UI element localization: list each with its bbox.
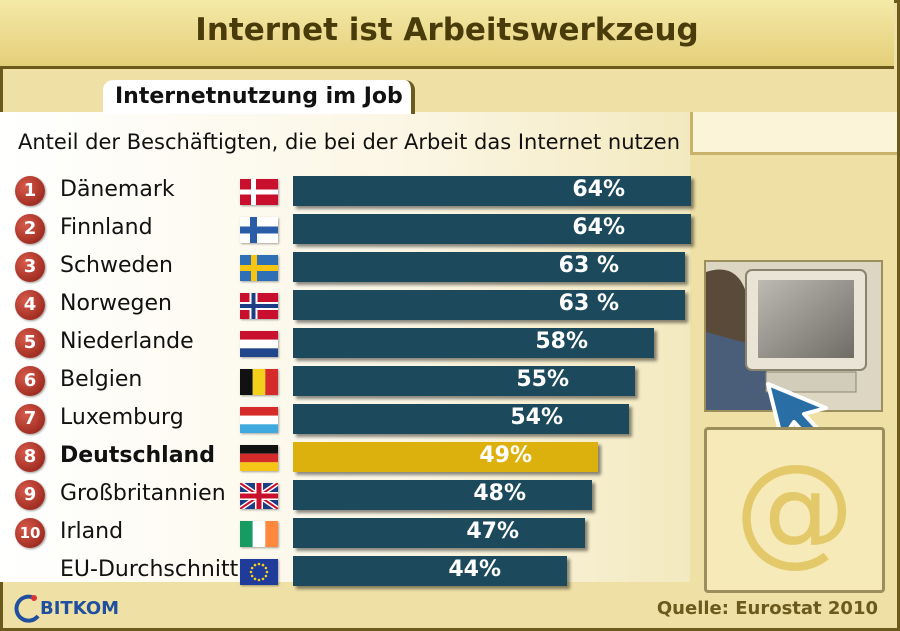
country-label: Niederlande — [60, 329, 194, 354]
luxembourg-flag-icon — [240, 407, 278, 433]
rank-badge: 6 — [15, 366, 45, 396]
bar: 49% — [293, 442, 598, 472]
bar-value-label: 49% — [479, 443, 532, 468]
section-tab-label: Internetnutzung im Job — [115, 84, 403, 109]
bar-value-label: 48% — [473, 481, 526, 506]
bar: 64% — [293, 176, 691, 206]
rank-badge: 10 — [15, 518, 45, 548]
bar-value-label: 64% — [572, 177, 625, 202]
bar-value-label: 54% — [510, 405, 563, 430]
germany-flag-icon — [240, 445, 278, 471]
bar: 48% — [293, 480, 592, 510]
denmark-flag-icon — [240, 179, 278, 205]
ireland-flag-icon — [240, 521, 278, 547]
eu-flag-icon — [240, 559, 278, 585]
bar-value-label: 63 % — [558, 291, 619, 316]
bitkom-logo-text: BITKOM — [40, 598, 120, 619]
country-label: EU-Durchschnitt — [60, 557, 239, 582]
bar: 63 % — [293, 252, 685, 282]
netherlands-flag-icon — [240, 331, 278, 357]
belgium-flag-icon — [240, 369, 278, 395]
country-label: Finnland — [60, 215, 153, 240]
bar: 47% — [293, 518, 585, 548]
rank-badge: 4 — [15, 290, 45, 320]
decorative-panel — [690, 112, 897, 155]
bar: 63 % — [293, 290, 685, 320]
country-label: Deutschland — [60, 443, 215, 468]
computer-user-icon — [706, 262, 881, 410]
country-label: Luxemburg — [60, 405, 184, 430]
computer-illustration — [704, 260, 883, 448]
rank-badge: 3 — [15, 252, 45, 282]
section-tab: Internetnutzung im Job Internetnutzung i… — [103, 80, 415, 114]
bar-value-label: 63 % — [558, 253, 619, 278]
page-title: Internet ist Arbeitswerkzeug — [195, 12, 699, 48]
bar-value-label: 47% — [466, 519, 519, 544]
sweden-flag-icon — [240, 255, 278, 281]
country-label: Irland — [60, 519, 124, 544]
finland-flag-icon — [240, 217, 278, 243]
source-note: Quelle: Eurostat 2010 — [656, 598, 878, 619]
bar: 64% — [293, 214, 691, 244]
bar: 44% — [293, 556, 567, 586]
at-sign-panel: @ — [704, 427, 885, 593]
bar: 54% — [293, 404, 629, 434]
bar: 58% — [293, 328, 654, 358]
country-label: Großbritannien — [60, 481, 226, 506]
chart-subtitle: Anteil der Beschäftigten, die bei der Ar… — [18, 130, 681, 154]
country-label: Dänemark — [60, 177, 175, 202]
bar: 55% — [293, 366, 635, 396]
bar-value-label: 55% — [516, 367, 569, 392]
country-label: Belgien — [60, 367, 143, 392]
bar-value-label: 64% — [572, 215, 625, 240]
bitkom-swoosh-icon — [14, 594, 40, 623]
uk-flag-icon — [240, 483, 278, 509]
rank-badge: 9 — [15, 480, 45, 510]
at-sign-icon: @ — [734, 440, 855, 579]
bar-value-label: 44% — [448, 557, 501, 582]
rank-badge: 5 — [15, 328, 45, 358]
rank-badge: 8 — [15, 442, 45, 472]
rank-badge: 7 — [15, 404, 45, 434]
norway-flag-icon — [240, 293, 278, 319]
country-label: Norwegen — [60, 291, 172, 316]
rank-badge: 1 — [15, 176, 45, 206]
rank-badge: 2 — [15, 214, 45, 244]
bitkom-logo: BITKOM — [12, 592, 122, 626]
bar-value-label: 58% — [535, 329, 588, 354]
country-label: Schweden — [60, 253, 173, 278]
title-bar: Internet ist Arbeitswerkzeug — [0, 0, 894, 69]
